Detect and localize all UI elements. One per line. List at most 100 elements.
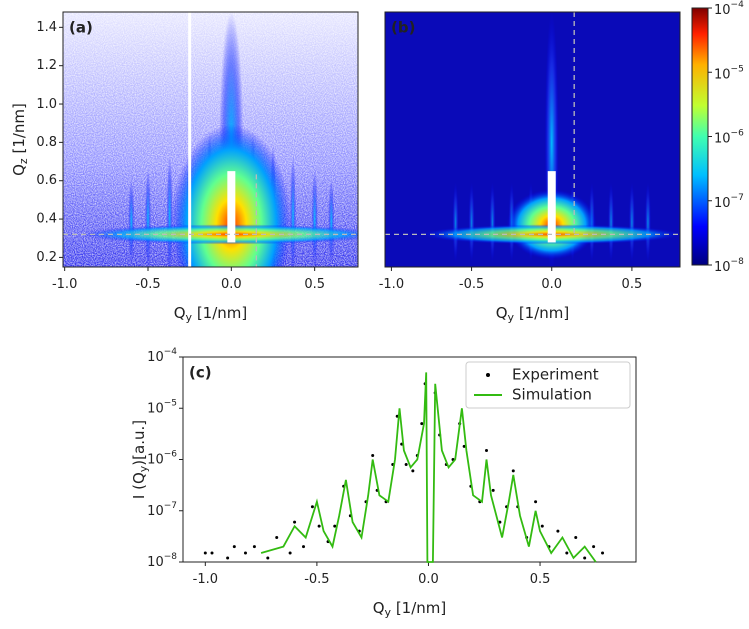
beamstop	[227, 171, 236, 243]
data-point	[275, 536, 279, 540]
y-axis-label-part: [1/nm]	[10, 103, 28, 158]
legend-label: Experiment	[512, 366, 599, 384]
data-point	[511, 469, 515, 473]
heatmap-streak	[452, 182, 459, 263]
data-point	[232, 545, 236, 549]
colorbar-tick-label-base: 10	[714, 260, 731, 275]
data-line	[260, 372, 597, 563]
heatmap-streak	[608, 182, 615, 263]
colorbar-tick-label-exponent: −4	[731, 0, 745, 10]
data-point	[420, 422, 424, 426]
x-tick-label-base: 0.5	[622, 277, 643, 292]
heatmap-streak	[468, 182, 475, 263]
y-axis-label-part: z	[17, 158, 30, 164]
x-tick-label-base: 0.5	[304, 277, 325, 292]
data-point	[310, 505, 314, 509]
data-point	[226, 556, 230, 560]
data-point	[243, 551, 247, 555]
colorbar-tick-label-base: 10	[714, 131, 731, 146]
y-tick-label-exponent: −8	[164, 552, 178, 562]
plot-frame	[384, 11, 681, 268]
colorbar-tick-label-exponent: −8	[731, 257, 745, 267]
panel-label: (c)	[189, 364, 212, 382]
x-tick-label-base: -1.0	[52, 277, 77, 292]
data-point	[540, 524, 544, 528]
y-tick-label: 10−4	[147, 347, 177, 365]
data-point	[484, 448, 488, 452]
x-tick-label-base: 0.5	[530, 572, 551, 587]
colorbar-tick-label: 10−7	[714, 192, 744, 210]
data-point	[411, 469, 415, 473]
x-tick-label: 0.0	[541, 277, 562, 292]
x-tick-label-base: -0.5	[135, 277, 160, 292]
y-tick-label: 0.2	[36, 250, 57, 265]
data-point	[601, 551, 605, 555]
x-tick-label-base: 0.0	[221, 277, 242, 292]
data-point	[534, 500, 538, 504]
y-tick-label: 0.6	[36, 173, 57, 188]
x-axis-label: Qy [1/nm]	[174, 304, 248, 325]
y-tick-label: 0.4	[36, 212, 57, 227]
data-point	[317, 524, 321, 528]
y-tick-label-base: 10	[147, 555, 164, 570]
y-tick-label-base: 10	[147, 350, 164, 365]
panel-label: (a)	[69, 19, 93, 37]
data-point	[371, 453, 375, 457]
y-tick-label-base: 10	[147, 452, 164, 467]
y-tick-label-base: 1.0	[36, 97, 57, 112]
y-tick-label: 10−8	[147, 552, 177, 570]
x-axis-label-part: Q	[373, 599, 385, 617]
colorbar-tick-label-base: 10	[714, 67, 731, 82]
y-tick-label-exponent: −7	[164, 500, 177, 510]
heatmap-streak	[628, 182, 635, 263]
x-tick-label-base: 0.0	[418, 572, 439, 587]
x-tick-label: -1.0	[379, 277, 404, 292]
colorbar	[691, 7, 709, 266]
colorbar-tick-label-exponent: −5	[731, 64, 744, 74]
colorbar-tick-label-exponent: −7	[731, 192, 744, 202]
heatmap-streak	[311, 169, 318, 267]
x-axis-label-part: [1/nm]	[391, 599, 446, 617]
data-point	[266, 556, 270, 560]
legend-marker	[486, 373, 490, 377]
y-tick-label: 1.0	[36, 97, 57, 112]
data-point	[574, 536, 578, 540]
legend	[465, 361, 631, 409]
y-tick-label: 10−5	[147, 398, 177, 416]
x-tick-label: -0.5	[304, 572, 329, 587]
data-point	[293, 520, 297, 524]
x-axis-label-part: y	[385, 606, 392, 619]
heatmap	[385, 12, 680, 267]
colorbar-tick-label: 10−4	[714, 0, 744, 18]
panel-label: (b)	[391, 19, 415, 37]
y-tick-label: 10−7	[147, 500, 177, 518]
detector-gap	[188, 12, 192, 267]
x-tick-label-base: -1.0	[379, 277, 404, 292]
x-axis-label-part: [1/nm]	[192, 304, 247, 322]
y-tick-label-exponent: −5	[164, 398, 177, 408]
y-tick-label-base: 10	[147, 401, 164, 416]
x-tick-label: -0.5	[459, 277, 484, 292]
colorbar-tick-label: 10−8	[714, 257, 744, 275]
colorbar-tick-label-base: 10	[714, 3, 731, 18]
x-axis-label: Qy [1/nm]	[373, 599, 447, 620]
heatmap-streak	[128, 179, 135, 264]
plot-frame	[62, 11, 359, 268]
y-tick-label: 1.2	[36, 58, 57, 73]
x-tick-label: -1.0	[52, 277, 77, 292]
x-tick-label: -0.5	[135, 277, 160, 292]
x-axis-label-part: y	[508, 311, 515, 324]
colorbar-tick-label: 10−6	[714, 128, 744, 146]
data-point	[210, 551, 214, 555]
y-axis-label-part: I (Q	[130, 472, 148, 499]
y-tick-label: 0.8	[36, 135, 57, 150]
x-tick-label: 0.0	[418, 572, 439, 587]
y-tick-label: 10−6	[147, 449, 177, 467]
data-point	[288, 551, 292, 555]
data-point	[252, 545, 256, 549]
heatmap	[63, 12, 358, 267]
y-axis-label-part: )[a.u.]	[130, 420, 148, 466]
x-tick-label-base: 0.0	[541, 277, 562, 292]
